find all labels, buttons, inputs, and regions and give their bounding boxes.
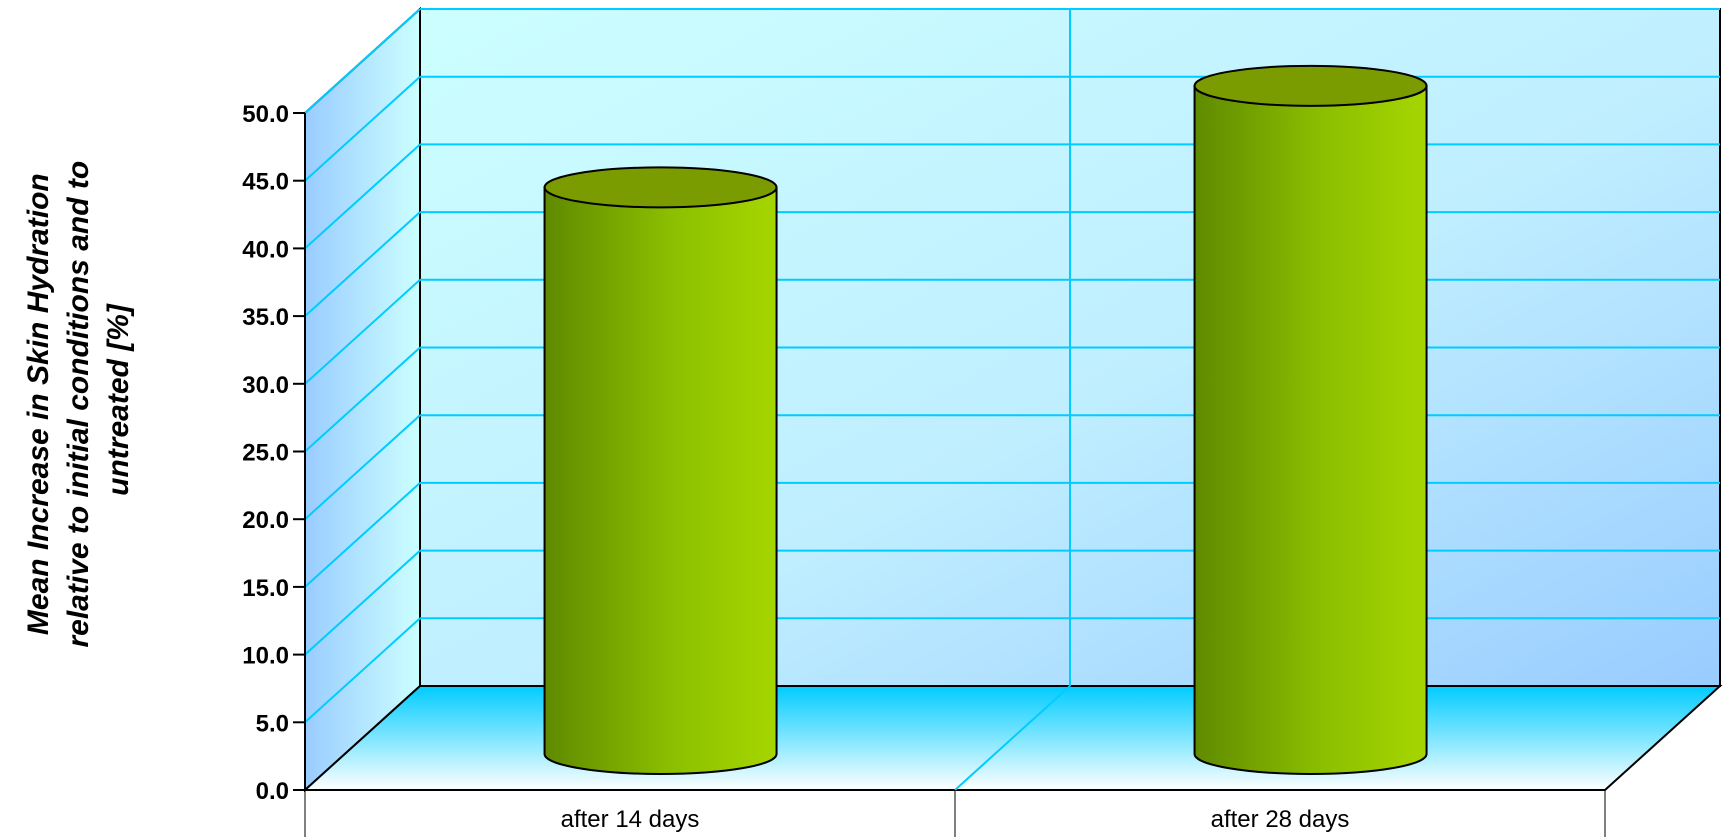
gridline-side <box>304 549 421 656</box>
gridline-side <box>304 482 421 588</box>
y-tick-label: 10.0 <box>242 643 289 670</box>
y-tick-label: 25.0 <box>242 440 289 467</box>
bars <box>543 64 1428 775</box>
y-tick-label: 40.0 <box>242 236 289 263</box>
gridline-side <box>304 346 421 453</box>
gridline-side <box>304 8 421 114</box>
y-tick-label: 15.0 <box>242 575 289 602</box>
x-tick-label: after 28 days <box>1211 806 1350 833</box>
y-tick-label: 35.0 <box>242 304 289 331</box>
plot-area <box>302 6 1723 793</box>
gridline-side <box>304 414 421 520</box>
axes: 0.0 5.0 10.0 15.0 20.0 25.0 30.0 35.0 40.0 45.0 50… <box>242 101 1606 837</box>
bar-body <box>543 186 778 775</box>
bar-2 <box>1193 64 1428 775</box>
y-axis-title: Mean Increase in Skin Hydration relative… <box>22 152 135 647</box>
y-tick-label: 20.0 <box>242 507 289 534</box>
bar-top <box>543 166 778 209</box>
gridline-side <box>304 75 421 182</box>
y-tick-label: 5.0 <box>256 710 289 737</box>
y-axis-title-line-1: Mean Increase in Skin Hydration <box>22 173 55 635</box>
y-tick-label: 50.0 <box>242 101 289 128</box>
bar-1 <box>543 166 778 775</box>
y-axis-title-line-3: untreated [%] <box>102 303 135 496</box>
gridline-side <box>304 617 421 724</box>
y-tick-label: 0.0 <box>256 778 289 805</box>
category-divider-floor <box>954 685 1071 791</box>
bar-body <box>1193 84 1428 775</box>
gridline-side <box>304 211 421 317</box>
y-axis-title-line-2: relative to initial conditions and to <box>62 161 95 648</box>
y-tick-label: 45.0 <box>242 169 289 196</box>
x-tick-label: after 14 days <box>561 806 700 833</box>
gridline-side <box>304 143 421 250</box>
bar-top <box>1193 64 1428 107</box>
gridline-side <box>304 279 421 385</box>
y-tick-label: 30.0 <box>242 372 289 399</box>
